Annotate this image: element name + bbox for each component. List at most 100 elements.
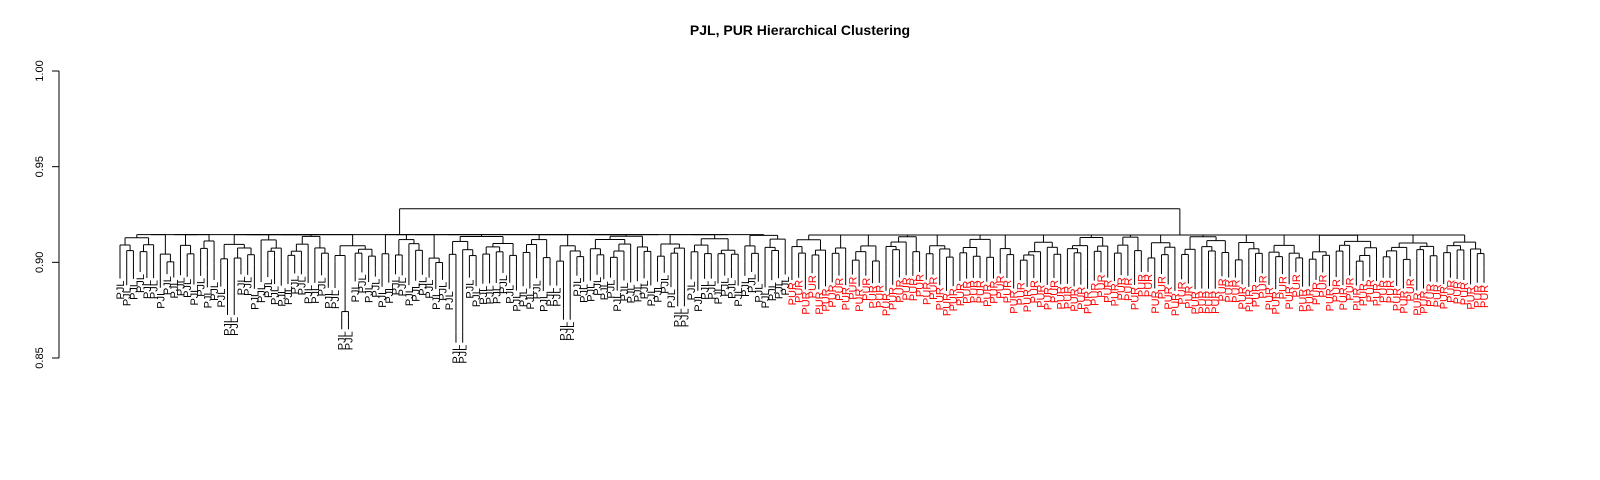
leaf-label: PUR [1103, 280, 1115, 303]
leaf-label: PJL [202, 289, 214, 308]
leaf-label: PUR [1143, 274, 1155, 297]
leaf-label: PJL [753, 284, 765, 303]
leaf-label: PUR [827, 284, 839, 307]
leaf-label: PUR [1083, 291, 1095, 314]
leaf-labels: PJLPJLPJLPJLPJLPJLPJLPJLPJLPJLPJLPJLPJLP… [115, 274, 1491, 364]
leaf-label: PJL [384, 285, 396, 304]
leaf-label: PUR [1056, 286, 1068, 309]
leaf-label: PUR [1298, 289, 1310, 312]
leaf-label: PJL [552, 288, 564, 307]
leaf-label: PUR [1197, 290, 1209, 313]
leaf-label: PUR [1042, 287, 1054, 310]
leaf-label: PUR [1291, 274, 1303, 297]
leaf-label: PUR [1351, 287, 1363, 310]
leaf-label: PUR [1412, 292, 1424, 315]
leaf-label: PJL [169, 280, 181, 299]
leaf-label: PUR [1385, 280, 1397, 303]
leaf-label: PJL [431, 291, 443, 310]
leaf-label: PJL [646, 287, 658, 306]
leaf-label: PUR [995, 275, 1007, 298]
leaf-label: PJL [740, 278, 752, 297]
leaf-label: PJL [162, 276, 174, 295]
leaf-label: PJL [673, 308, 685, 327]
leaf-label: PUR [861, 278, 873, 301]
leaf-label: PJL [619, 282, 631, 301]
leaf-label: PUR [1130, 287, 1142, 310]
leaf-label: PJL [196, 278, 208, 297]
leaf-label: PUR [1069, 288, 1081, 311]
leaf-label: PUR [787, 282, 799, 305]
leaf-label: PUR [1204, 291, 1216, 314]
leaf-label: PUR [841, 287, 853, 310]
leaf-label: PUR [962, 281, 974, 304]
leaf-label: PUR [800, 291, 812, 314]
leaf-label: PJL [726, 280, 738, 299]
leaf-label: PUR [1224, 279, 1236, 302]
leaf-label: PUR [894, 279, 906, 302]
leaf-label: PJL [122, 287, 134, 306]
leaf-label: PUR [814, 291, 826, 314]
leaf-label: PUR [1324, 288, 1336, 311]
leaf-label: PUR [1029, 280, 1041, 303]
leaf-label: PJL [323, 290, 335, 309]
leaf-label: PJL [639, 280, 651, 299]
leaf-label: PUR [1264, 287, 1276, 310]
leaf-label: PUR [881, 293, 893, 316]
leaf-label: PJL [532, 280, 544, 299]
leaf-label: PJL [149, 280, 161, 299]
leaf-label: PUR [1378, 280, 1390, 303]
leaf-label: PUR [1338, 287, 1350, 310]
leaf-label: PJL [780, 277, 792, 296]
leaf-label: PJL [767, 282, 779, 301]
leaf-label: PJL [303, 285, 315, 304]
leaf-label: PJL [626, 284, 638, 303]
y-axis: 0.85 0.90 0.95 1.00 [34, 60, 60, 369]
leaf-label: PJL [209, 282, 221, 301]
leaf-label: PJL [142, 280, 154, 299]
leaf-label: PUR [908, 278, 920, 301]
leaf-label: PUR [1009, 290, 1021, 313]
leaf-label: PUR [847, 277, 859, 300]
leaf-label: PJL [592, 277, 604, 296]
leaf-label: PJL [397, 277, 409, 296]
leaf-label: PJL [653, 284, 665, 303]
leaf-label: PUR [915, 274, 927, 297]
leaf-label: PUR [1237, 286, 1249, 309]
leaf-label: PJL [478, 286, 490, 305]
leaf-label: PUR [1089, 283, 1101, 306]
leaf-label: PJL [679, 308, 691, 327]
leaf-label: PUR [874, 285, 886, 308]
leaf-label: PUR [935, 287, 947, 310]
leaf-label: PJL [216, 289, 228, 308]
leaf-label: PUR [982, 284, 994, 307]
leaf-label: PJL [733, 288, 745, 307]
leaf-label: PUR [941, 293, 953, 316]
leaf-label: PUR [1190, 291, 1202, 314]
leaf-label: PJL [128, 281, 140, 300]
leaf-label: PJL [525, 290, 537, 309]
leaf-label: PJL [451, 345, 463, 364]
leaf-label: PUR [1311, 282, 1323, 305]
leaf-label: PJL [236, 276, 248, 295]
leaf-label: PJL [317, 277, 329, 296]
leaf-label: PUR [1271, 291, 1283, 314]
leaf-label: PUR [1163, 286, 1175, 309]
leaf-label: PJL [485, 285, 497, 304]
leaf-label: PUR [1331, 279, 1343, 302]
leaf-label: PJL [283, 286, 295, 305]
leaf-label: PJL [565, 322, 577, 341]
leaf-label: PUR [955, 283, 967, 306]
leaf-label: PJL [505, 285, 517, 304]
leaf-label: PUR [1371, 283, 1383, 306]
leaf-label: PJL [390, 276, 402, 295]
leaf-label: PJL [417, 277, 429, 296]
leaf-label: PUR [821, 288, 833, 311]
leaf-label: PUR [1183, 286, 1195, 309]
leaf-label: PUR [1244, 289, 1256, 312]
leaf-label: PUR [1345, 277, 1357, 300]
leaf-label: PUR [1425, 284, 1437, 307]
leaf-label: PJL [760, 289, 772, 308]
leaf-label: PUR [1109, 283, 1121, 306]
leaf-label: PJL [491, 285, 503, 304]
